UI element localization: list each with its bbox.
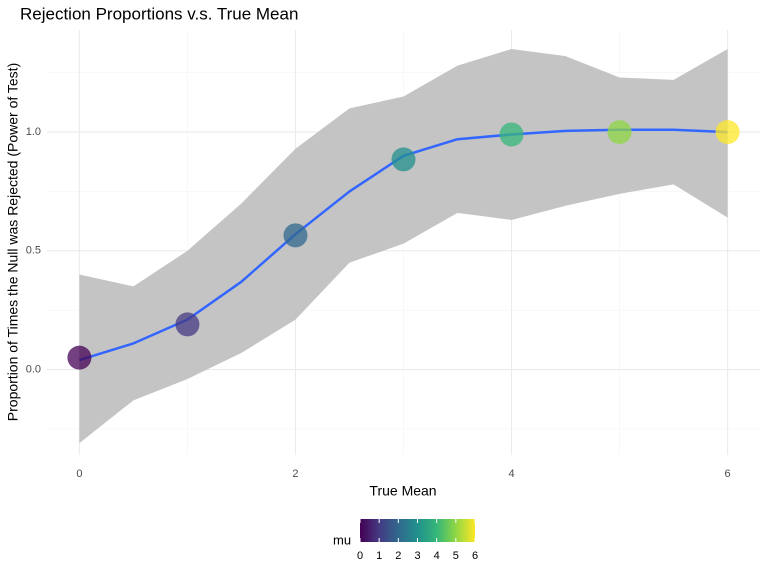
- x-tick-label: 0: [76, 468, 82, 480]
- legend-tick-label: 2: [395, 550, 401, 562]
- colorbar: [360, 519, 475, 542]
- point: [499, 122, 524, 147]
- legend-tick-label: 5: [453, 550, 459, 562]
- legend-title: mu: [333, 532, 351, 547]
- confidence-band: [79, 48, 728, 444]
- point: [175, 312, 200, 337]
- y-tick-label: 0.5: [26, 245, 41, 257]
- x-tick-label: 4: [508, 468, 514, 480]
- y-tick-label: 1.0: [26, 126, 41, 138]
- point: [283, 223, 308, 248]
- legend-tick-label: 1: [376, 550, 382, 562]
- legend-tick-label: 4: [434, 550, 440, 562]
- x-tick-label: 6: [725, 468, 731, 480]
- legend-tick-label: 0: [357, 550, 363, 562]
- point: [715, 120, 740, 145]
- y-axis-label: Proportion of Times the Null was Rejecte…: [5, 63, 21, 421]
- legend-tick-label: 6: [472, 550, 478, 562]
- point: [607, 120, 632, 145]
- y-tick-label: 0.0: [26, 363, 41, 375]
- point: [391, 147, 416, 172]
- x-tick-label: 2: [292, 468, 298, 480]
- chart-title: Rejection Proportions v.s. True Mean: [20, 4, 298, 23]
- legend-tick-label: 3: [414, 550, 420, 562]
- x-axis-label: True Mean: [369, 483, 436, 499]
- point: [67, 345, 92, 370]
